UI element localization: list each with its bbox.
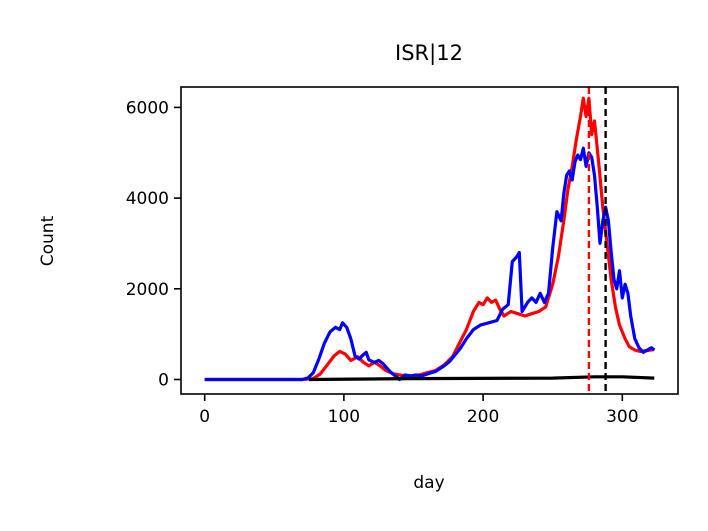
y-axis: 0 2000 4000 6000 — [126, 98, 181, 390]
series-layer — [204, 96, 656, 382]
vline-layer — [587, 87, 607, 394]
y-axis-label: Count — [38, 215, 58, 266]
plot-frame — [180, 86, 679, 395]
x-tick-label: 300 — [606, 407, 638, 427]
series-line-2 — [204, 146, 656, 382]
y-tick-label: 0 — [158, 370, 169, 390]
x-tick-label: 200 — [467, 407, 499, 427]
x-tick-label: 100 — [328, 407, 360, 427]
x-axis: 0 100 200 300 — [199, 394, 639, 427]
x-tick-label: 0 — [199, 407, 210, 427]
y-tick-label: 4000 — [126, 189, 169, 209]
x-axis-label: day — [413, 473, 444, 493]
series-line-1 — [204, 96, 655, 382]
series-line-3 — [309, 375, 655, 382]
y-tick-label: 6000 — [126, 98, 169, 118]
chart-title: ISR|12 — [395, 41, 463, 66]
y-tick-label: 2000 — [126, 280, 169, 300]
